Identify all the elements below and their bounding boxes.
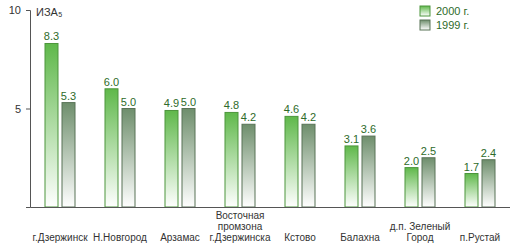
x-tick-label: Арзамас (160, 232, 200, 243)
x-tick-label-line: г.Дзержинска (210, 232, 271, 243)
x-tick-label: д.п. ЗеленыйГород (390, 221, 451, 243)
bars (45, 43, 495, 207)
x-tick: Н.Новгород (93, 207, 147, 243)
x-tick-label-line: Балахна (340, 232, 380, 243)
bar (182, 109, 195, 208)
x-tick-label-line: Арзамас (160, 232, 200, 243)
y-tick: 10 (9, 4, 30, 16)
x-tick-label-line: Кстово (284, 232, 316, 243)
bar (362, 136, 375, 207)
bar (482, 160, 495, 207)
x-tick-label-line: Город (406, 232, 433, 243)
data-label: 4.8 (224, 99, 239, 111)
legend: 2000 г. 1999 г. (420, 5, 469, 31)
y-axis: 5 10 (9, 4, 31, 207)
bar (345, 146, 358, 207)
bar (122, 109, 135, 208)
data-label: 2.4 (481, 147, 496, 159)
bar (45, 43, 58, 207)
data-label: 3.6 (361, 123, 376, 135)
chart: 8.3 6.0 4.9 4.8 4.6 3.1 2.0 1.7 5.3 5.0 5.0 4.2 4.2 3… (0, 0, 510, 250)
y-axis-line (26, 11, 31, 208)
data-label: 4.9 (164, 97, 179, 109)
x-tick: Кстово (284, 207, 316, 243)
x-tick-label: г.Дзержинск (32, 232, 88, 243)
x-tick-label: Н.Новгород (93, 232, 147, 243)
legend-item: 2000 г. (420, 5, 469, 17)
data-labels: 8.3 6.0 4.9 4.8 4.6 3.1 2.0 1.7 5.3 5.0 5.0 4.2 4.2 3… (44, 30, 496, 172)
bar (165, 110, 178, 207)
data-label: 4.6 (284, 103, 299, 115)
x-tick: Арзамас (160, 207, 200, 243)
x-tick-label-line: Восточная (216, 210, 265, 221)
data-label: 2.5 (421, 145, 436, 157)
y-tick-mark (26, 10, 30, 11)
x-tick: г.Дзержинск (32, 207, 88, 243)
bar (242, 124, 255, 207)
bar (405, 168, 418, 207)
x-tick: Балахна (340, 207, 380, 243)
data-label: 1.7 (464, 161, 479, 173)
data-label: 3.1 (344, 133, 359, 145)
x-axis: г.Дзержинск Н.Новгород Арзамас Восточнаяпро… (31, 207, 510, 243)
data-label: 5.3 (61, 90, 76, 102)
data-label: 4.2 (301, 111, 316, 123)
data-label: 8.3 (44, 30, 59, 42)
x-tick-label: Кстово (284, 232, 316, 243)
data-label: 4.2 (241, 111, 256, 123)
bar (465, 174, 478, 207)
data-label: 5.0 (181, 96, 196, 108)
x-tick-label-line: промзона (218, 221, 263, 232)
x-tick: д.п. ЗеленыйГород (390, 207, 451, 243)
bar (302, 124, 315, 207)
legend-item: 1999 г. (420, 19, 469, 31)
legend-label: 2000 г. (436, 5, 469, 17)
x-tick-label-line: п.Рустай (460, 232, 500, 243)
x-tick: Восточнаяпромзонаг.Дзержинска (210, 207, 271, 243)
x-tick-label: Балахна (340, 232, 380, 243)
legend-swatch (420, 6, 430, 16)
legend-swatch (420, 20, 430, 30)
bar (105, 89, 118, 207)
data-label: 5.0 (121, 96, 136, 108)
x-tick: п.Рустай (460, 207, 500, 243)
y-tick: 5 (15, 103, 30, 115)
x-tick-label-line: Н.Новгород (93, 232, 147, 243)
data-label: 2.0 (404, 155, 419, 167)
legend-label: 1999 г. (436, 19, 469, 31)
bar (422, 158, 435, 207)
x-axis-line (31, 207, 510, 208)
x-tick-label: Восточнаяпромзонаг.Дзержинска (210, 210, 271, 243)
x-tick-label: п.Рустай (460, 232, 500, 243)
data-label: 6.0 (104, 76, 119, 88)
bar (285, 116, 298, 207)
y-tick-mark (26, 109, 30, 110)
y-tick-label: 10 (9, 4, 21, 16)
x-tick-label-line: д.п. Зеленый (390, 221, 451, 232)
bar (225, 112, 238, 207)
y-tick-label: 5 (15, 103, 21, 115)
bar (62, 103, 75, 207)
y-axis-title: ИЗА₅ (36, 6, 62, 18)
x-tick-label-line: г.Дзержинск (32, 232, 88, 243)
